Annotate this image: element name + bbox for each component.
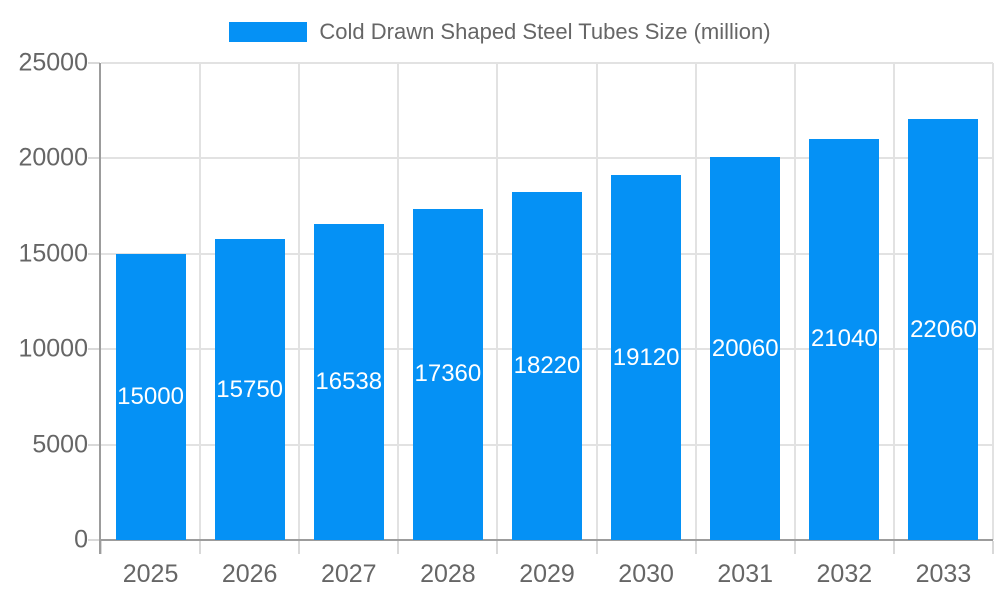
y-axis-tick xyxy=(88,157,100,160)
x-axis-tick-label: 2025 xyxy=(122,560,179,588)
x-axis-tick xyxy=(793,541,796,554)
bar[interactable] xyxy=(611,175,682,540)
y-axis-tick-label: 15000 xyxy=(18,239,88,268)
vertical-gridline xyxy=(595,63,598,540)
bar[interactable] xyxy=(809,138,880,540)
bar-value-label: 20060 xyxy=(711,334,779,362)
bar[interactable] xyxy=(908,119,979,540)
x-axis-tick-label: 2033 xyxy=(915,560,972,588)
bar-value-label: 19120 xyxy=(612,343,680,371)
x-axis-tick xyxy=(298,541,301,554)
bar[interactable] xyxy=(115,253,186,540)
bar[interactable] xyxy=(710,157,781,540)
y-axis-tick-label: 0 xyxy=(74,525,88,554)
x-axis-tick xyxy=(694,541,697,554)
x-axis-tick xyxy=(992,541,994,554)
x-axis-tick xyxy=(496,541,499,554)
x-axis-tick xyxy=(100,541,102,554)
legend-label: Cold Drawn Shaped Steel Tubes Size (mill… xyxy=(319,19,771,44)
legend-item[interactable]: Cold Drawn Shaped Steel Tubes Size (mill… xyxy=(0,18,1000,46)
bar-value-label: 16538 xyxy=(315,368,383,396)
x-axis-tick-label: 2029 xyxy=(519,560,575,588)
vertical-gridline xyxy=(397,63,400,540)
x-axis-line xyxy=(99,539,993,541)
vertical-gridline xyxy=(793,63,796,540)
x-axis-tick xyxy=(595,541,598,554)
x-axis-tick-label: 2026 xyxy=(221,560,278,588)
y-axis-tick-label: 10000 xyxy=(18,334,88,363)
y-axis-line xyxy=(99,63,101,554)
y-axis-tick xyxy=(88,348,100,351)
y-axis-tick xyxy=(88,62,100,64)
vertical-gridline xyxy=(199,63,202,540)
horizontal-gridline xyxy=(101,157,993,160)
y-axis-tick-label: 25000 xyxy=(18,48,88,77)
vertical-gridline xyxy=(694,63,697,540)
y-axis-tick xyxy=(88,252,100,255)
vertical-gridline xyxy=(992,63,994,540)
x-axis-tick xyxy=(892,541,895,554)
bar-value-label: 15750 xyxy=(216,375,284,403)
y-axis-tick xyxy=(88,539,100,541)
x-axis-tick-label: 2030 xyxy=(618,560,674,588)
bar-value-label: 21040 xyxy=(810,325,878,353)
x-axis-tick-label: 2031 xyxy=(717,560,774,588)
legend-swatch xyxy=(229,22,308,42)
vertical-gridline xyxy=(496,63,499,540)
x-axis-tick xyxy=(199,541,202,554)
bar[interactable] xyxy=(412,208,483,540)
x-axis-tick-label: 2028 xyxy=(420,560,476,588)
x-axis-tick xyxy=(397,541,400,554)
horizontal-gridline xyxy=(101,62,993,64)
y-axis-tick xyxy=(88,443,100,446)
bar[interactable] xyxy=(214,239,285,540)
bar-value-label: 17360 xyxy=(414,360,482,388)
bar-value-label: 18220 xyxy=(513,352,581,380)
vertical-gridline xyxy=(892,63,895,540)
bar-value-label: 15000 xyxy=(117,382,184,410)
bar[interactable] xyxy=(512,192,582,540)
y-axis-tick-label: 20000 xyxy=(18,143,88,172)
vertical-gridline xyxy=(298,63,301,540)
y-axis-tick-label: 5000 xyxy=(32,430,88,459)
x-axis-tick-label: 2032 xyxy=(816,560,873,588)
bar-value-label: 22060 xyxy=(910,315,977,343)
x-axis-tick-label: 2027 xyxy=(320,560,377,588)
bar[interactable] xyxy=(313,224,384,540)
